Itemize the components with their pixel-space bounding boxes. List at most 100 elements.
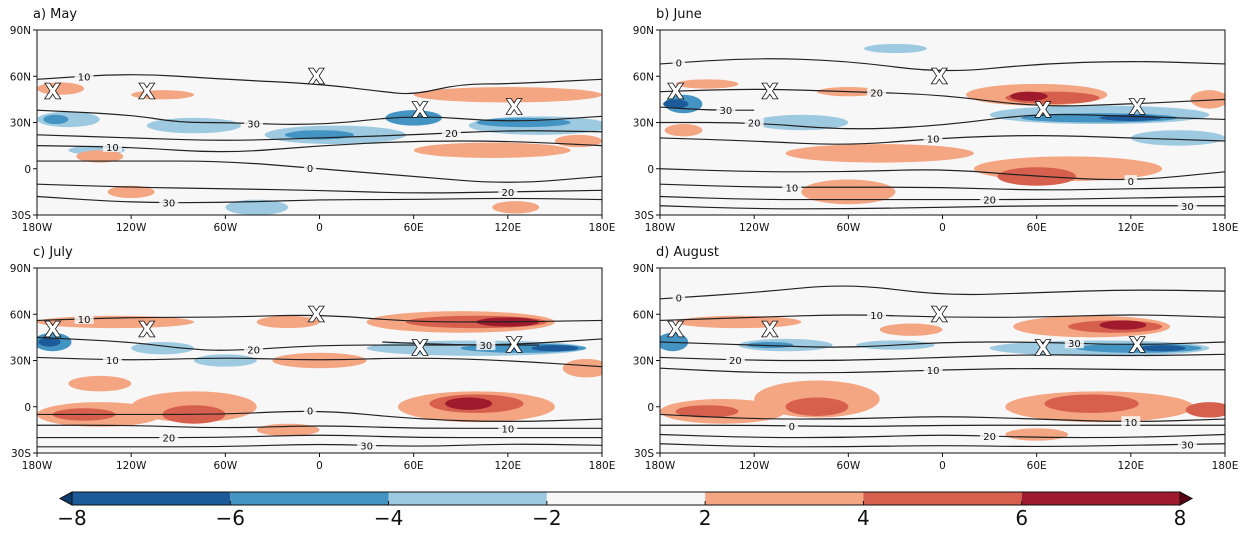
- contour-label-bg: [159, 196, 179, 208]
- anomaly-region: [785, 397, 849, 416]
- contour-lines: [660, 285, 1225, 448]
- contour-line: [37, 160, 602, 183]
- x-tick-label: 0: [939, 460, 946, 472]
- y-tick-label: 60N: [10, 71, 31, 83]
- anomaly-region: [1005, 428, 1069, 441]
- colorbar-segment: [230, 492, 389, 505]
- contour-label-bg: [1121, 416, 1141, 428]
- panel-title: a) May: [33, 7, 77, 22]
- anomaly-region: [37, 82, 85, 95]
- contour-line: [37, 424, 602, 429]
- contour-label-bg: [716, 104, 736, 116]
- contour-label-bg: [476, 339, 496, 351]
- x-tick-label: 60W: [213, 222, 237, 234]
- colorbar-tick-label: 8: [1174, 506, 1187, 530]
- contour-label-bg: [867, 309, 887, 321]
- contour-label-bg: [1177, 438, 1197, 450]
- x-marker: X: [1035, 336, 1051, 360]
- contour-label: 10: [78, 72, 91, 83]
- contour-line: [37, 410, 602, 422]
- x-tick-label: 180E: [1212, 222, 1239, 234]
- contour-label: 10: [927, 366, 940, 377]
- x-tick-label: 120W: [116, 460, 147, 472]
- contour-label: 30: [479, 341, 492, 352]
- y-tick-label: 0: [647, 402, 654, 414]
- x-tick-label: 0: [316, 222, 323, 234]
- contour-label-bg: [980, 430, 1000, 442]
- colorbar-tick-label: −6: [216, 506, 245, 530]
- colorbar-tick-label: 6: [1015, 506, 1028, 530]
- colorbar-extend-low: [58, 491, 73, 506]
- contour-label: 10: [78, 315, 91, 326]
- x-marker: X: [309, 64, 325, 88]
- colorbar-segment: [705, 492, 864, 505]
- contour-label-bg: [744, 116, 764, 128]
- anomaly-region: [413, 87, 602, 103]
- colorbar-segment: [546, 492, 706, 505]
- y-tick-label: 30N: [10, 118, 31, 130]
- x-marker: X: [506, 333, 522, 357]
- anomaly-region: [131, 90, 194, 100]
- contour-label-bg: [782, 181, 802, 193]
- anomaly-region: [131, 342, 194, 355]
- x-tick-label: 120E: [1117, 222, 1144, 234]
- contour-line: [660, 168, 1225, 181]
- x-marker: X: [139, 318, 155, 342]
- anomaly-region: [445, 397, 493, 410]
- contour-label: 10: [927, 135, 940, 146]
- contour-line: [37, 140, 602, 153]
- contour-label: 30: [360, 441, 373, 452]
- colorbar-tick-label: 4: [857, 506, 870, 530]
- contour-lines: [660, 58, 1225, 210]
- anomaly-region: [1009, 91, 1048, 101]
- contour-label-bg: [1064, 337, 1084, 349]
- anomaly-region: [675, 79, 739, 89]
- contour-labels: 10 20 30 10 0 10 20 30: [74, 312, 518, 452]
- map-panel-1: a) May 10 30 20 10 0 20 30 X X X X X 180W 120W 60W 0 60E 1…: [10, 7, 616, 234]
- map-panel-3: c) July 10 20 30 10 0 10 20 30 X X X X X 180W 120W 60W 0 6…: [10, 245, 616, 472]
- x-marker: X: [506, 95, 522, 119]
- contour-label-bg: [244, 117, 264, 129]
- anomaly-region: [864, 43, 927, 54]
- contour-label: 10: [106, 356, 119, 367]
- anomaly-region: [879, 323, 943, 336]
- contour-label-bg: [159, 431, 179, 443]
- x-tick-label: 180W: [645, 222, 676, 234]
- contour-labels: 10 30 20 10 0 20 30: [74, 70, 518, 210]
- contour-label-bg: [102, 140, 122, 152]
- anomaly-region: [107, 185, 155, 199]
- y-tick-label: 30S: [634, 210, 654, 222]
- x-marker: X: [1035, 98, 1051, 122]
- x-tick-label: 180W: [22, 460, 53, 472]
- colorbar-segment: [1021, 492, 1180, 505]
- contour-line: [660, 195, 1225, 201]
- anomaly-region: [1130, 130, 1225, 146]
- y-tick-label: 90N: [10, 263, 31, 275]
- contour-line: [37, 130, 602, 141]
- y-tick-label: 30N: [633, 356, 654, 368]
- contour-label: 20: [445, 129, 458, 140]
- y-tick-label: 0: [24, 402, 31, 414]
- contour-label-bg: [672, 291, 686, 303]
- x-tick-label: 60W: [836, 222, 860, 234]
- x-tick-label: 120W: [739, 460, 770, 472]
- contour-line: [660, 341, 1225, 348]
- contour-line: [37, 443, 602, 448]
- x-tick-label: 0: [316, 460, 323, 472]
- x-tick-label: 60E: [1027, 460, 1047, 472]
- x-marker: X: [932, 64, 948, 88]
- contour-line: [660, 88, 1225, 107]
- x-tick-label: 60W: [213, 460, 237, 472]
- anomaly-region: [664, 124, 703, 137]
- colorbar: −8 −6 −4 −2 2 4 6 8: [57, 491, 1194, 530]
- contour-line: [660, 285, 1225, 300]
- anomaly-region: [225, 199, 289, 215]
- y-tick-label: 60N: [633, 71, 654, 83]
- anomaly-region: [43, 114, 69, 125]
- x-tick-label: 180W: [645, 460, 676, 472]
- contour-line: [37, 195, 602, 204]
- y-tick-label: 30S: [634, 448, 654, 460]
- panel-title: c) July: [33, 245, 73, 260]
- contour-line: [37, 356, 602, 368]
